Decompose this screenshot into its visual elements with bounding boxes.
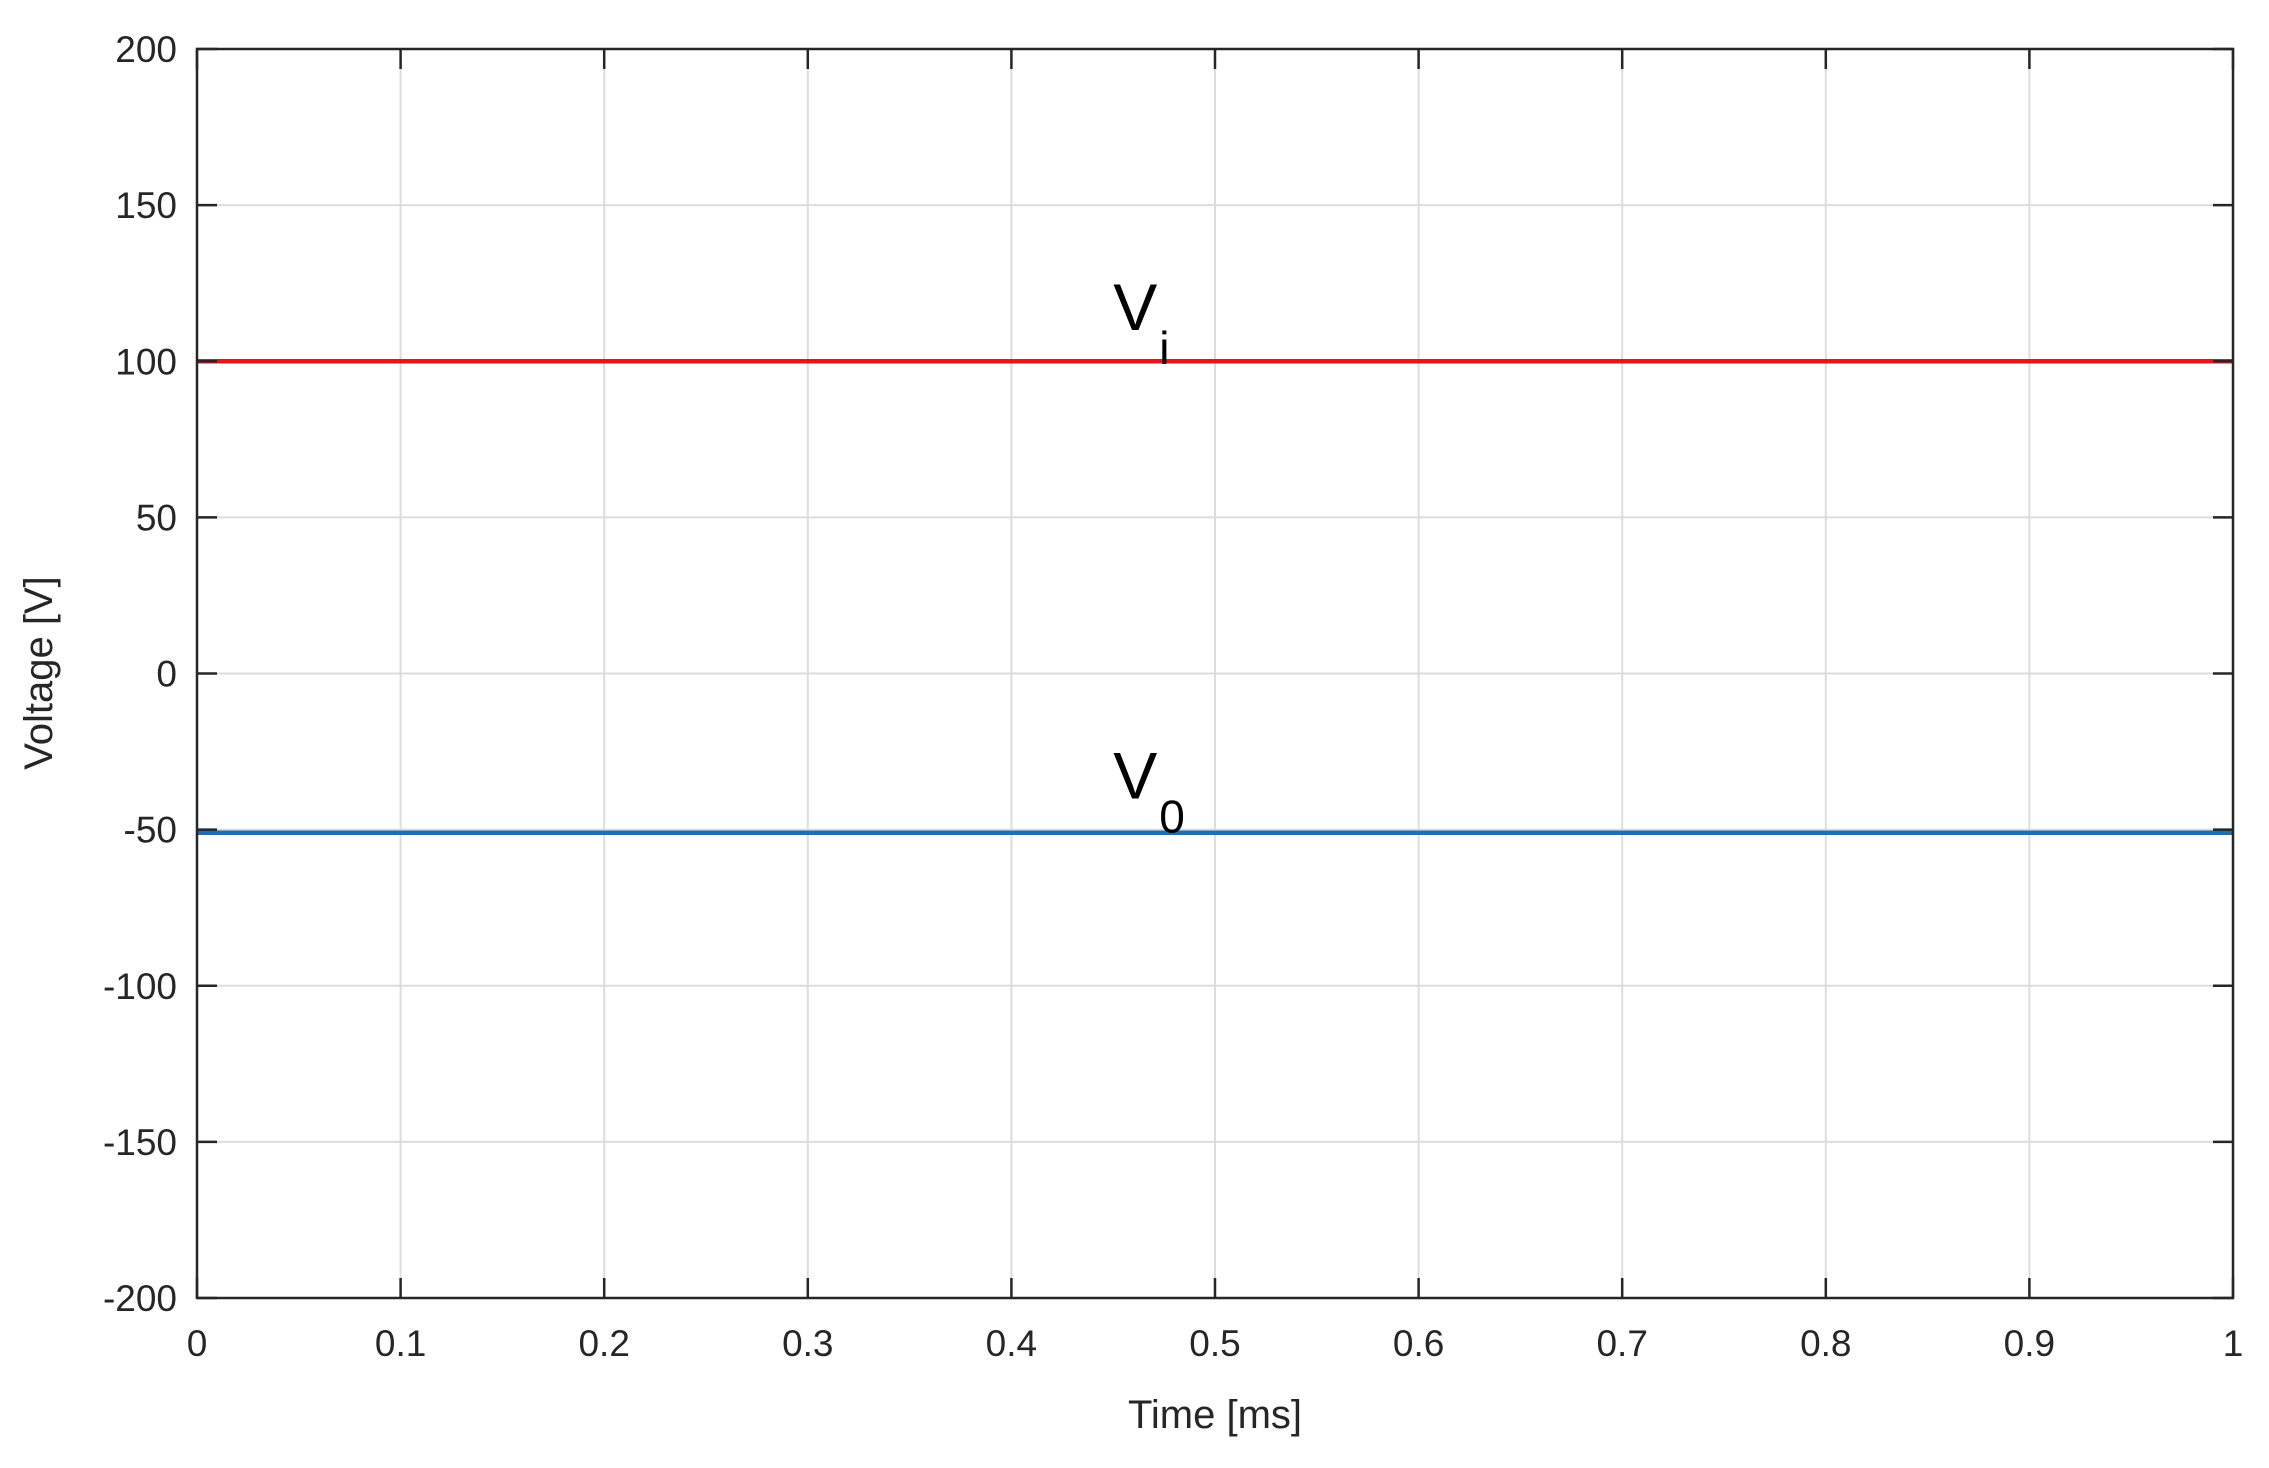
y-tick-label: -150 [103, 1122, 177, 1163]
x-tick-label: 0.6 [1393, 1323, 1444, 1364]
y-tick-label: 0 [156, 654, 177, 695]
y-tick-label: -50 [124, 810, 177, 851]
annotation-1-subscript: i [1159, 322, 1169, 374]
y-tick-label: 150 [115, 185, 177, 226]
y-tick-label: -200 [103, 1278, 177, 1319]
annotation-2: V [1113, 738, 1157, 812]
x-tick-label: 0.5 [1189, 1323, 1240, 1364]
x-tick-label: 0.3 [782, 1323, 833, 1364]
x-tick-label: 1 [2223, 1323, 2244, 1364]
annotation-1: V [1113, 270, 1157, 344]
x-tick-label: 0.9 [2004, 1323, 2055, 1364]
y-tick-label: -100 [103, 966, 177, 1007]
y-axis-label: Voltage [V] [17, 576, 61, 769]
series-group [197, 359, 2233, 835]
x-tick-label: 0.1 [375, 1323, 426, 1364]
x-tick-label: 0 [187, 1323, 208, 1364]
y-tick-labels: 200 150 100 50 0 -50 -100 -150 -200 [103, 29, 177, 1319]
x-tick-label: 0.2 [578, 1323, 629, 1364]
x-tick-labels: 0 0.1 0.2 0.3 0.4 0.5 0.6 0.7 0.8 0.9 1 [187, 1323, 2244, 1364]
y-tick-label: 50 [136, 497, 177, 538]
x-axis-label: Time [ms] [1128, 1393, 1302, 1437]
tick-marks [195, 47, 2235, 1300]
y-tick-label: 100 [115, 341, 177, 382]
x-tick-label: 0.4 [986, 1323, 1037, 1364]
annotation-2-subscript: 0 [1159, 790, 1185, 842]
x-tick-label: 0.7 [1596, 1323, 1647, 1364]
x-tick-label: 0.8 [1800, 1323, 1851, 1364]
y-tick-label: 200 [115, 29, 177, 70]
